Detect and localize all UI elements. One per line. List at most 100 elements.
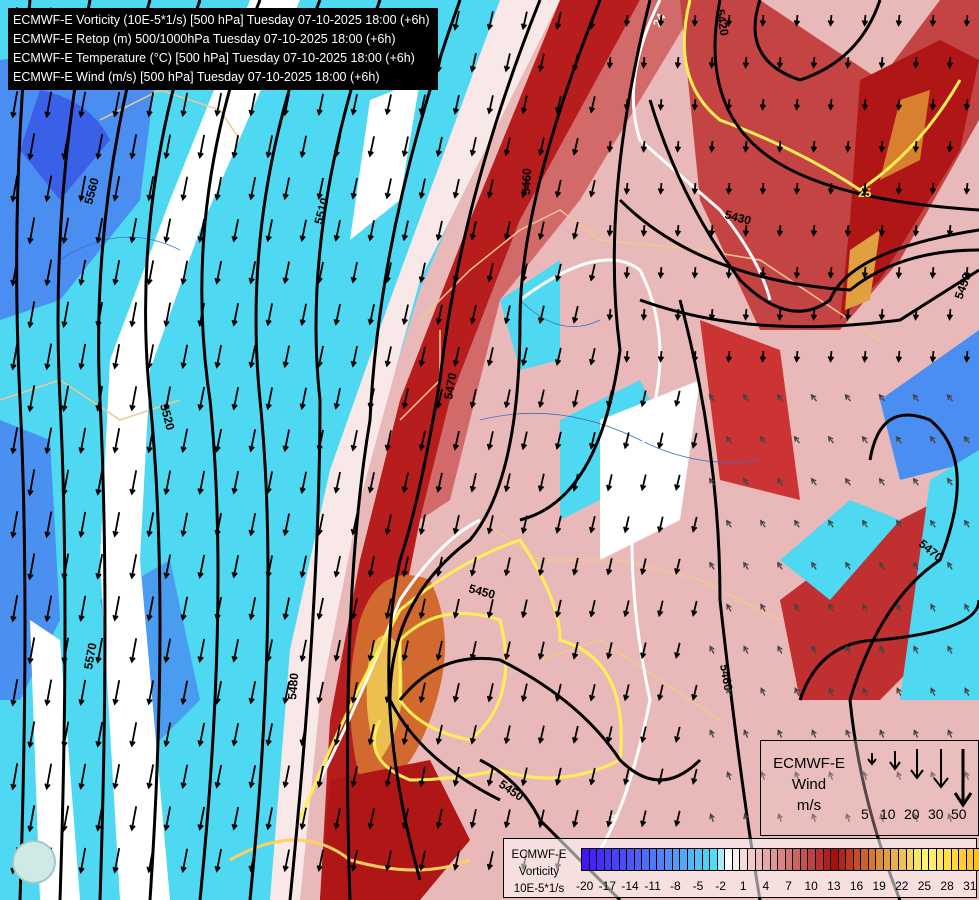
wind-arrow <box>759 14 767 27</box>
wind-arrow <box>743 729 749 738</box>
wind-arrow <box>180 428 189 454</box>
wind-arrow <box>606 140 614 153</box>
wind-arrow <box>350 513 358 536</box>
wind-arrow <box>691 600 698 617</box>
wind-arrow <box>503 137 511 157</box>
wind-arrow <box>78 595 87 622</box>
wind-arrow <box>469 640 477 661</box>
wind-arrow <box>520 11 528 31</box>
wind-arrow <box>691 182 699 195</box>
colorbar-cell <box>944 849 952 870</box>
wind-arrow <box>640 224 648 237</box>
wind-arrow <box>214 848 223 873</box>
colorbar-tick-label: -2 <box>715 879 726 893</box>
wind-arrow <box>640 642 647 660</box>
wind-arrow <box>384 94 392 116</box>
wind-arrow <box>214 260 223 285</box>
wind-arrow <box>469 472 477 493</box>
wind-arrow <box>78 343 87 370</box>
wind-arrow <box>299 723 307 747</box>
wind-arrow <box>726 687 732 696</box>
wind-arrow <box>929 350 937 363</box>
wind-arrow <box>862 603 868 612</box>
wind-arrow <box>657 266 665 279</box>
wind-arrow <box>895 98 903 111</box>
colorbar-cell <box>582 849 590 870</box>
colorbar-cell <box>936 849 945 870</box>
wind-arrow <box>384 346 392 368</box>
wind-arrow <box>520 95 528 115</box>
colorbar-cell <box>921 849 930 870</box>
wind-arrow <box>248 261 257 285</box>
wind-arrow <box>401 136 409 158</box>
colorbar-cell <box>695 849 703 870</box>
wind-arrow <box>571 557 579 576</box>
wind-arrow <box>350 765 358 788</box>
wind-arrow <box>248 849 257 873</box>
wind-arrow <box>811 645 817 654</box>
wind-arrow <box>61 385 70 413</box>
wind-arrow <box>571 473 579 492</box>
wind-arrow <box>146 764 155 790</box>
header-line-retop: ECMWF-E Retop (m) 500/1000hPa Tuesday 07… <box>13 32 396 46</box>
wind-arrow <box>197 386 206 411</box>
wind-arrow <box>861 98 869 111</box>
wind-arrow <box>231 807 240 831</box>
wind-arrow <box>384 598 392 620</box>
wind-arrow <box>725 98 733 111</box>
wind-arrow <box>520 683 528 703</box>
wind-arrow <box>777 561 783 570</box>
colorbar-tick-label: -8 <box>669 879 681 893</box>
wind-arrow <box>742 393 750 402</box>
isotherm-label: 24 <box>602 811 620 829</box>
colorbar-cell <box>770 849 779 870</box>
wind-arrow <box>112 428 121 454</box>
wind-arrow <box>231 387 240 411</box>
wind-arrow <box>503 809 511 829</box>
wind-arrow <box>180 176 189 202</box>
wind-arrow <box>418 94 426 116</box>
wind-arrow <box>95 805 104 832</box>
colorbar-cell <box>951 849 960 870</box>
wind-arrow <box>316 765 324 788</box>
wind-arrow <box>316 849 324 872</box>
wind-arrow <box>879 812 885 822</box>
wind-arrow <box>640 390 647 408</box>
wind-arrow <box>180 848 189 874</box>
wind-arrow <box>691 684 698 701</box>
colorbar-cell <box>876 849 884 870</box>
wind-arrow <box>793 435 800 444</box>
wind-arrow <box>776 56 784 69</box>
wind-arrow <box>384 178 392 200</box>
wind-arrow <box>810 308 818 321</box>
wind-arrow <box>709 645 715 654</box>
wind-arrow <box>640 308 648 321</box>
wind-arrow <box>418 850 426 872</box>
wind-arrow <box>725 266 733 279</box>
wind-arrow <box>231 639 240 663</box>
wind-arrow <box>61 301 70 329</box>
wind-arrow <box>163 218 172 244</box>
wind-arrow <box>743 812 749 822</box>
wind-arrow <box>588 263 596 282</box>
wind-arrow <box>452 766 460 787</box>
wind-arrow <box>214 176 223 201</box>
wind-arrow <box>486 851 494 871</box>
wind-arrow <box>197 470 206 495</box>
wind-arrow <box>333 807 341 830</box>
wind-arrow <box>146 848 155 874</box>
vorticity-legend-title-line: Vorticity <box>518 866 560 878</box>
wind-arrow <box>350 345 358 368</box>
wind-arrow <box>333 723 341 746</box>
wind-arrow <box>384 514 392 536</box>
wind-arrow <box>401 472 409 494</box>
wind-arrow <box>912 56 920 69</box>
wind-arrow <box>963 350 971 363</box>
wind-arrow <box>163 470 172 496</box>
wind-arrow <box>861 435 868 444</box>
wind-arrow <box>537 221 545 241</box>
wind-arrow <box>725 435 732 444</box>
wind-arrow <box>469 808 477 829</box>
wind-arrow <box>776 393 784 402</box>
